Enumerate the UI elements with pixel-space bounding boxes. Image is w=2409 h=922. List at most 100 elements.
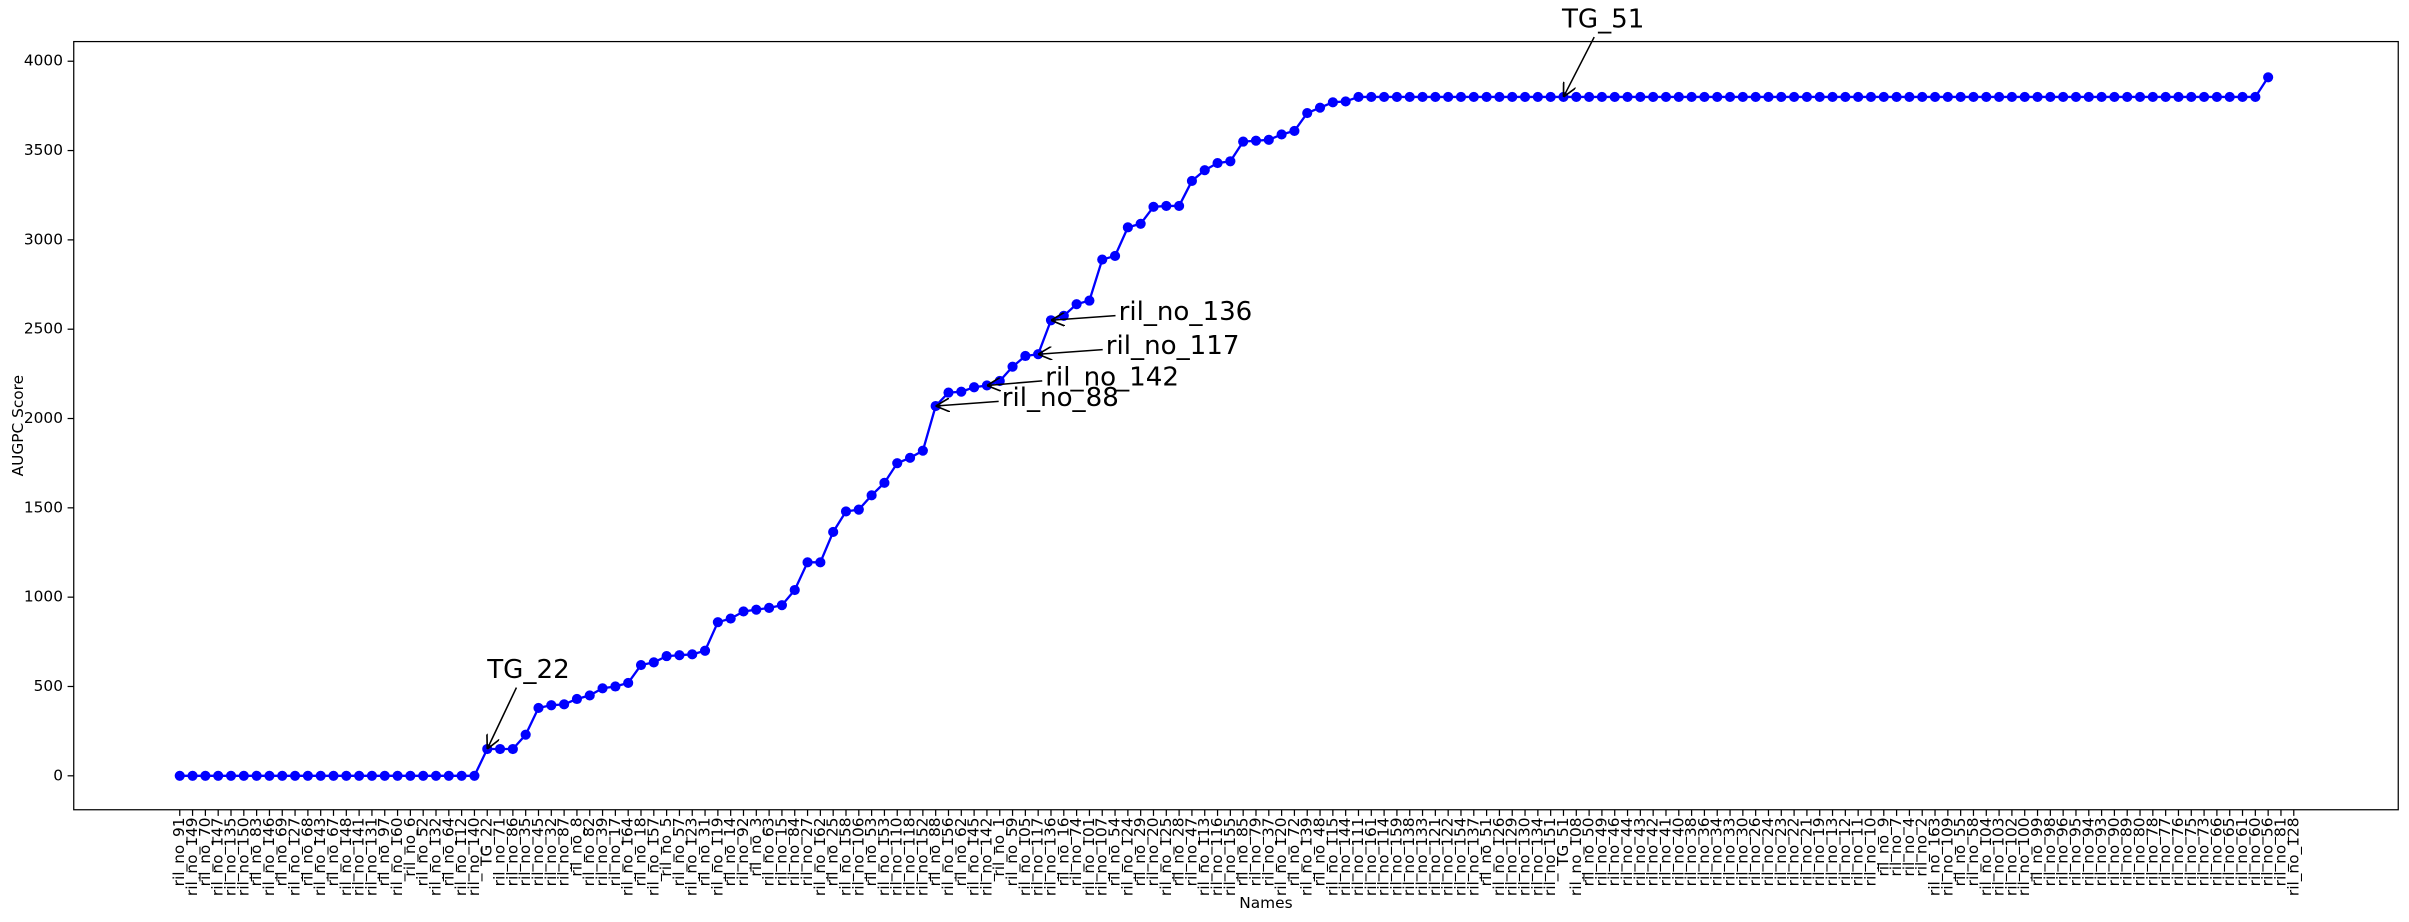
- x-tick-label: ril_no_25: [824, 817, 843, 886]
- x-tick-label: ril_no_11: [1849, 817, 1868, 886]
- data-point: [1622, 91, 1633, 103]
- x-tick-label: ril_no_82: [580, 817, 599, 886]
- x-tick-label: ril_no_17: [606, 817, 625, 886]
- x-tick-label: ril_no_126: [1490, 817, 1509, 896]
- data-point: [2160, 91, 2171, 103]
- data-point: [1161, 200, 1172, 211]
- data-point: [1827, 91, 1838, 103]
- x-tick-label: ril_no_33: [1721, 817, 1740, 886]
- data-point: [1532, 91, 1543, 103]
- data-point: [584, 690, 595, 701]
- data-point: [1635, 91, 1646, 103]
- x-tick-label: ril_no_57: [670, 817, 689, 886]
- x-tick-label: ril_no_21: [1797, 817, 1816, 886]
- data-point: [661, 651, 672, 662]
- x-tick-label: ril_no_77: [2156, 817, 2175, 886]
- data-point: [1212, 157, 1223, 169]
- x-tick-label: ril_no_1: [990, 817, 1009, 876]
- data-point: [1519, 91, 1531, 103]
- x-tick-label: TG_51: [1554, 817, 1573, 867]
- data-point: [2211, 91, 2222, 103]
- annotation: TG_22: [486, 655, 569, 685]
- data-point: [1353, 91, 1364, 103]
- x-tick-label: ril_no_94: [2079, 817, 2098, 886]
- data-point: [1302, 107, 1313, 119]
- x-tick-label: ril_no_73: [2195, 817, 2214, 886]
- data-point: [1122, 222, 1133, 233]
- data-point: [2237, 91, 2248, 103]
- data-point: [1942, 91, 1953, 103]
- x-tick-label: ril_no_89: [2118, 817, 2137, 886]
- annotation: ril_no_117: [1106, 331, 1240, 361]
- x-tick-label: ril_no_96: [2054, 817, 2073, 886]
- x-tick-label: ril_no_72: [1285, 817, 1304, 886]
- x-tick-label: ril_no_87: [555, 817, 574, 886]
- data-point: [738, 606, 749, 617]
- x-tick-label: ril_no_154: [1451, 817, 1470, 896]
- y-tick-label: 0: [53, 766, 63, 784]
- x-tick-label: ril_no_147: [209, 817, 228, 896]
- data-point: [917, 445, 928, 456]
- data-point: [1686, 91, 1697, 103]
- data-point: [2045, 91, 2056, 103]
- data-point: [1571, 91, 1582, 103]
- x-tick-label: ril_no_101: [1080, 817, 1099, 896]
- x-tick-label: ril_no_146: [260, 817, 279, 896]
- x-tick-label: ril_no_137: [1464, 817, 1483, 896]
- data-point: [315, 770, 326, 781]
- data-point: [904, 452, 916, 463]
- data-point: [674, 650, 685, 661]
- data-point: [1750, 91, 1761, 103]
- data-point: [2058, 91, 2069, 103]
- data-point: [597, 683, 608, 694]
- x-tick-label: ril_no_116: [1208, 817, 1227, 896]
- x-tick-label: ril_no_106: [849, 817, 868, 896]
- data-point: [1174, 200, 1185, 211]
- data-point: [1699, 91, 1710, 103]
- data-point: [1289, 125, 1300, 136]
- x-tick-label: ril_no_134: [1528, 817, 1547, 896]
- data-point: [2070, 91, 2082, 103]
- x-tick-label: ril_no_152: [913, 817, 932, 896]
- x-tick-label: ril_no_99: [2028, 817, 2047, 886]
- x-tick-label: ril_no_105: [1016, 817, 1035, 896]
- x-tick-label: ril_no_3: [747, 817, 766, 876]
- x-tick-label: ril_no_117: [1029, 817, 1048, 896]
- data-point: [2006, 91, 2017, 103]
- x-tick-label: ril_no_157: [644, 817, 663, 896]
- x-tick-label: ril_no_123: [683, 817, 702, 896]
- data-point: [430, 770, 442, 781]
- x-tick-label: ril_no_149: [183, 817, 202, 896]
- x-tick-label: ril_no_15: [772, 817, 791, 886]
- x-tick-label: ril_no_27: [798, 817, 817, 886]
- x-tick-label: ril_no_48: [1311, 817, 1330, 886]
- x-tick-label: ril_no_145: [965, 817, 984, 896]
- data-point: [1712, 91, 1723, 103]
- data-point: [1737, 91, 1748, 103]
- data-point: [1955, 91, 1966, 103]
- y-tick-label: 2000: [24, 409, 63, 427]
- data-point: [2173, 91, 2184, 103]
- data-point: [456, 770, 467, 781]
- x-tick-label: ril_no_135: [222, 817, 241, 896]
- data-point: [1609, 91, 1620, 103]
- data-point: [1776, 91, 1787, 103]
- data-point: [213, 770, 224, 781]
- data-point: [1929, 91, 1941, 103]
- x-tick-label: ril_no_136: [1041, 817, 1060, 896]
- y-tick-label: 3000: [24, 230, 63, 248]
- data-point: [1238, 136, 1249, 147]
- x-tick-label: ril_no_23: [1772, 817, 1791, 886]
- x-tick-label: ril_no_47: [1182, 817, 1201, 886]
- data-point: [469, 770, 480, 781]
- data-point: [289, 770, 301, 781]
- data-point: [264, 770, 275, 781]
- data-point: [405, 770, 416, 781]
- x-tick-label: ril_no_142: [977, 817, 996, 896]
- data-point: [1814, 91, 1825, 103]
- data-point: [1917, 91, 1928, 103]
- data-point: [1430, 91, 1441, 103]
- data-point: [520, 729, 531, 740]
- x-tick-label: ril_no_114: [1375, 817, 1394, 896]
